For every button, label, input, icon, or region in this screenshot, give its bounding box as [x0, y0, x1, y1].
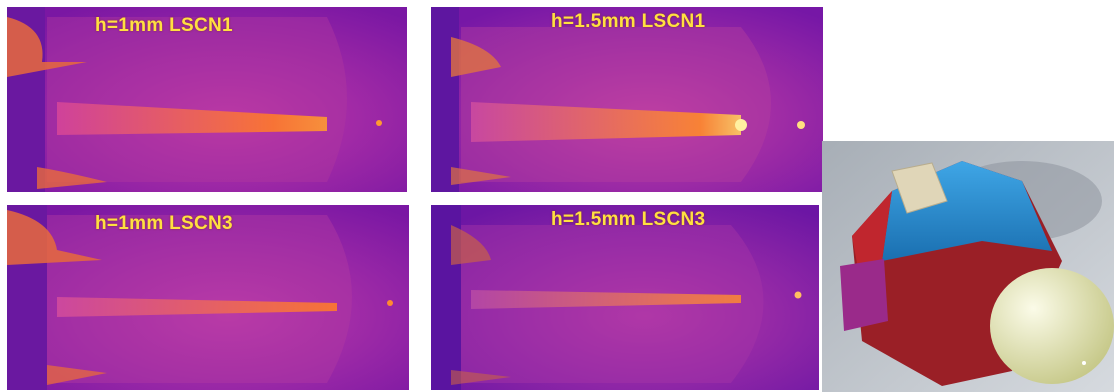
panel-label: h=1.5mm LSCN3: [551, 209, 706, 230]
capsule-3d-render: [822, 141, 1114, 392]
thermal-heatmap-icon: [431, 205, 819, 390]
thermal-image-h1-5-lscn3: h=1.5mm LSCN3: [431, 205, 819, 390]
panel-label: h=1mm LSCN3: [95, 213, 233, 234]
thermal-heatmap-icon: [7, 205, 409, 390]
thermal-image-h1-lscn3: h=1mm LSCN3: [7, 205, 409, 390]
capsule-render-icon: [822, 141, 1114, 392]
panel-label: h=1mm LSCN1: [95, 15, 233, 36]
panel-label: h=1.5mm LSCN1: [551, 11, 706, 32]
thermal-image-h1-lscn1: h=1mm LSCN1: [7, 7, 407, 192]
thermal-heatmap-icon: [431, 7, 823, 192]
thermal-heatmap-icon: [7, 7, 407, 192]
thermal-image-h1-5-lscn1: h=1.5mm LSCN1: [431, 7, 823, 192]
